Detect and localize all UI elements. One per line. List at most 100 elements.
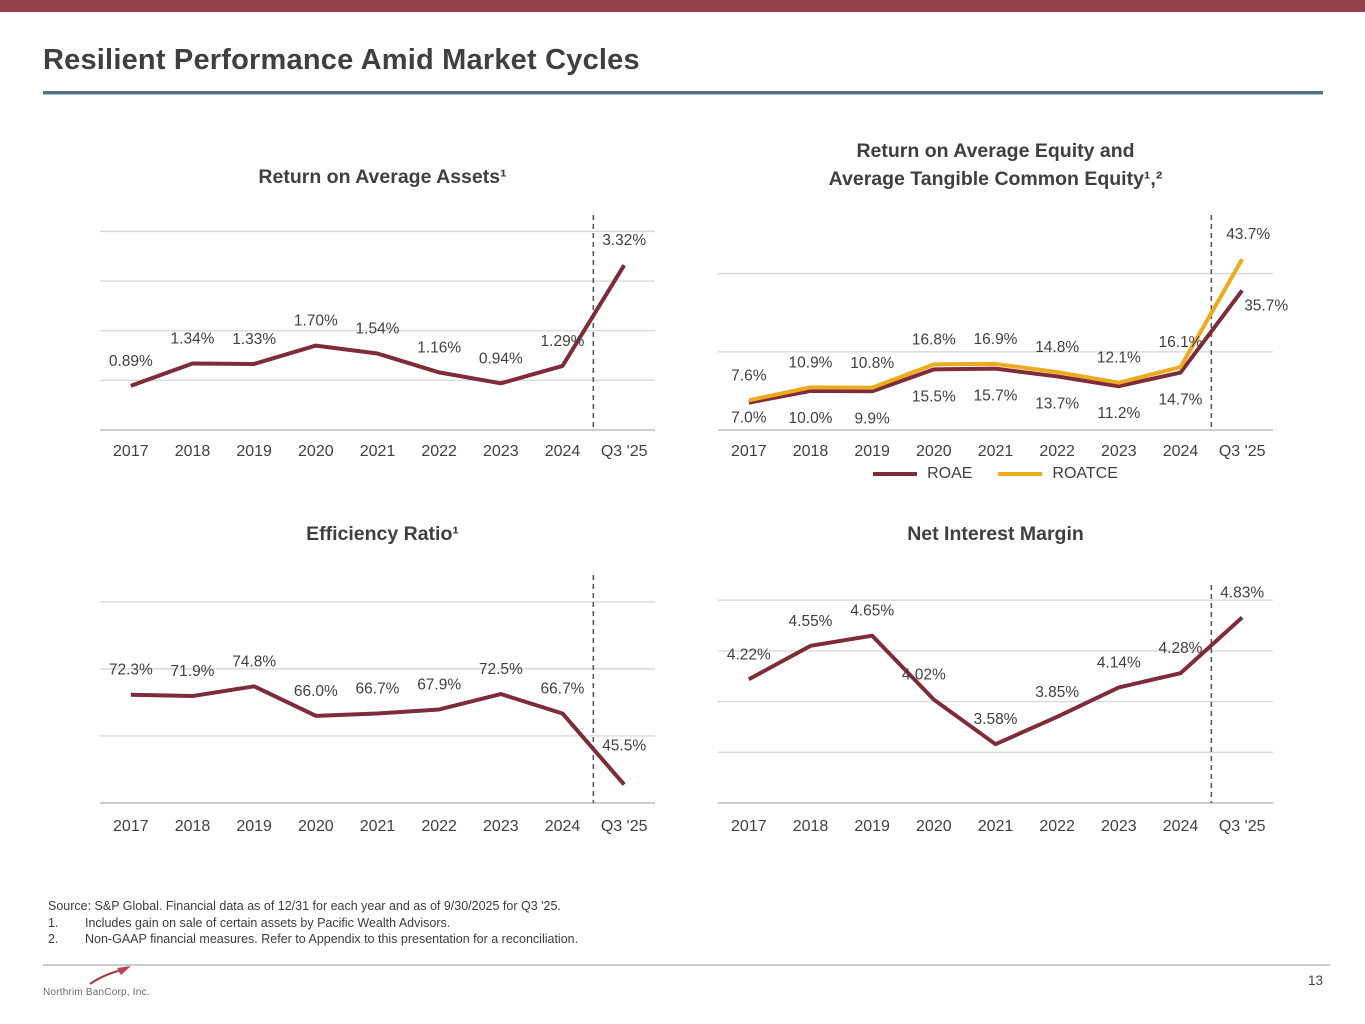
x-tick-label: 2019 xyxy=(854,443,890,460)
data-label: 0.94% xyxy=(479,350,523,367)
x-tick-label: 2022 xyxy=(421,443,457,460)
x-tick-label: 2017 xyxy=(731,818,767,835)
title-underline xyxy=(43,91,1323,95)
data-label: 45.5% xyxy=(602,738,646,755)
data-label: 14.8% xyxy=(1035,339,1079,356)
x-tick-label: 2018 xyxy=(793,443,829,460)
logo-text: Northrim BanCorp, Inc. xyxy=(43,987,150,998)
data-label: 3.58% xyxy=(974,711,1018,728)
footer-notes: Source: S&P Global. Financial data as of… xyxy=(48,898,578,948)
chart-title-return-on-average-assets: Return on Average Assets¹ xyxy=(70,163,695,191)
data-label: 9.9% xyxy=(854,410,890,427)
chart-title-efficiency-ratio: Efficiency Ratio¹ xyxy=(70,520,695,548)
legend-label-roae: ROAE xyxy=(927,465,973,482)
x-tick-label: Q3 '25 xyxy=(1219,443,1266,460)
roae-line-swatch xyxy=(873,472,918,476)
chart-legend: ROAE ROATCE xyxy=(683,462,1308,486)
x-tick-label: Q3 '25 xyxy=(601,818,648,835)
data-label: 66.7% xyxy=(541,680,585,697)
data-label: 4.65% xyxy=(850,603,894,620)
plot-efficiency-ratio: 72.3% 71.9% 74.8% 66.0% 66.7% 67.9% 72.5% 66.7%… xyxy=(100,575,655,835)
x-tick-label: 2022 xyxy=(421,818,457,835)
data-label: 66.7% xyxy=(356,680,400,697)
data-label: 16.8% xyxy=(912,331,956,348)
x-tick-label: 2018 xyxy=(175,443,211,460)
x-tick-label: 2017 xyxy=(113,443,149,460)
chart-title-net-interest-margin: Net Interest Margin xyxy=(683,520,1308,548)
data-label: 15.5% xyxy=(912,388,956,405)
footnote-text: Non-GAAP financial measures. Refer to Ap… xyxy=(85,932,579,946)
x-tick-label: 2017 xyxy=(113,818,149,835)
data-label: 7.6% xyxy=(731,367,767,384)
data-label: 72.5% xyxy=(479,661,523,678)
x-tick-label: 2021 xyxy=(360,818,396,835)
footnote-2: 2. Non-GAAP financial measures. Refer to… xyxy=(48,931,578,948)
data-label: 3.32% xyxy=(602,232,646,249)
plot-roae-roatce: 7.0% 10.0% 9.9% 15.5% 15.7% 13.7% 11.2% 14.7% 35… xyxy=(718,215,1288,460)
data-label: 66.0% xyxy=(294,683,338,700)
data-label: 11.2% xyxy=(1097,405,1140,422)
top-accent-bar xyxy=(0,0,1365,12)
x-tick-label: 2020 xyxy=(916,818,952,835)
footnote-1: 1. Includes gain on sale of certain asse… xyxy=(48,915,578,932)
data-label: 35.7% xyxy=(1244,297,1288,314)
x-tick-label: 2020 xyxy=(298,818,334,835)
company-logo: Northrim BanCorp, Inc. xyxy=(43,966,223,1006)
data-label: 10.8% xyxy=(850,355,894,372)
chart-title-line: Return on Average Assets¹ xyxy=(258,166,507,188)
x-tick-label: 2023 xyxy=(483,443,519,460)
chart-title-line: Return on Average Equity and xyxy=(856,140,1135,162)
data-label: 14.7% xyxy=(1159,392,1203,409)
x-tick-label: Q3 '25 xyxy=(601,443,648,460)
plot-return-on-average-assets: 0.89% 1.34% 1.33% 1.70% 1.54% 1.16% 0.94% 1.29%… xyxy=(100,215,655,460)
x-tick-label: 2024 xyxy=(545,443,581,460)
footnote-number: 2. xyxy=(48,932,59,946)
footnote-text: Includes gain on sale of certain assets … xyxy=(85,915,451,930)
x-tick-label: Q3 '25 xyxy=(1219,818,1266,835)
data-label: 43.7% xyxy=(1226,226,1270,243)
x-tick-label: 2020 xyxy=(916,443,952,460)
series-line-roatce xyxy=(748,258,1244,403)
data-label: 71.9% xyxy=(171,663,215,680)
data-label: 16.1% xyxy=(1159,334,1203,351)
series-line-roae xyxy=(748,289,1244,405)
x-tick-label: 2018 xyxy=(175,818,211,835)
x-tick-label: 2024 xyxy=(1163,818,1199,835)
source-line: Source: S&P Global. Financial data as of… xyxy=(48,899,561,913)
x-tick-label: 2019 xyxy=(236,818,272,835)
x-tick-label: 2021 xyxy=(978,818,1014,835)
data-label: 4.14% xyxy=(1097,654,1141,671)
data-label: 1.29% xyxy=(541,333,585,350)
series-line-net-interest-margin xyxy=(747,615,1244,747)
x-tick-label: 2019 xyxy=(854,818,890,835)
series-line-efficiency-ratio xyxy=(130,684,626,786)
data-label: 1.33% xyxy=(232,331,276,348)
footnote-number: 1. xyxy=(48,915,59,930)
legend-item-roae: ROAE xyxy=(873,465,972,483)
x-tick-label: 2022 xyxy=(1039,818,1075,835)
data-label: 13.7% xyxy=(1035,395,1079,412)
x-tick-label: 2024 xyxy=(1163,443,1199,460)
chart-title-line: Net Interest Margin xyxy=(907,523,1084,545)
page-number: 13 xyxy=(1307,973,1323,988)
data-label: 16.9% xyxy=(974,331,1018,348)
data-label: 15.7% xyxy=(974,388,1018,405)
data-label: 4.55% xyxy=(789,613,833,630)
legend-item-roatce: ROATCE xyxy=(998,465,1118,483)
x-tick-label: 2018 xyxy=(793,818,829,835)
data-label: 4.02% xyxy=(902,667,946,684)
data-label: 1.34% xyxy=(171,330,215,347)
northrim-swoosh-icon xyxy=(89,966,131,985)
x-tick-label: 2021 xyxy=(978,443,1014,460)
data-label: 7.0% xyxy=(731,410,767,427)
series-line-return-on-average-assets xyxy=(130,264,626,388)
data-label: 12.1% xyxy=(1097,350,1141,367)
data-label: 4.28% xyxy=(1159,640,1203,657)
plot-net-interest-margin: 4.22% 4.55% 4.65% 4.02% 3.58% 3.85% 4.14% 4.28%… xyxy=(718,584,1273,835)
x-tick-label: 2021 xyxy=(360,443,396,460)
x-tick-label: 2023 xyxy=(1101,818,1137,835)
data-label: 1.54% xyxy=(356,321,400,338)
chart-title-line: Average Tangible Common Equity¹,² xyxy=(828,168,1163,190)
footer-divider-line xyxy=(43,964,1330,966)
